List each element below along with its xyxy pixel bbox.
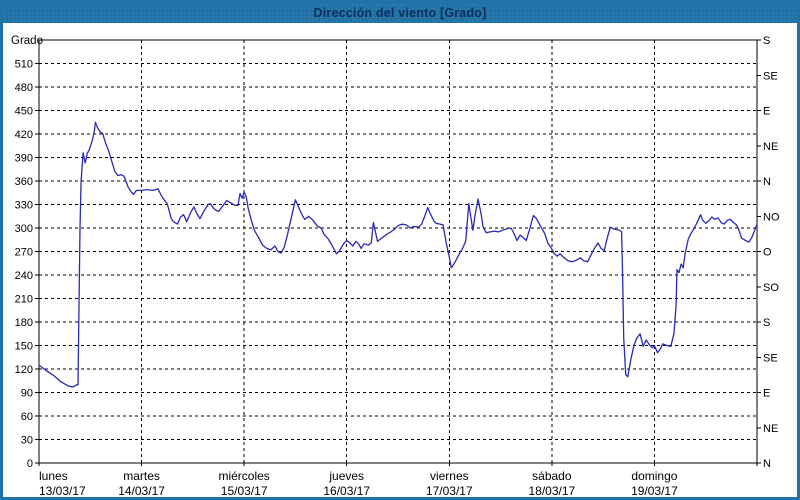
day-date-label: 14/03/17 [118, 484, 165, 497]
chart-title-bar: Dirección del viento [Grado] [3, 3, 797, 23]
y-tick-label-left: 30 [21, 435, 33, 447]
y-tick-label-right: NO [763, 211, 780, 223]
day-name-label: domingo [631, 469, 677, 483]
day-name-label: martes [123, 469, 160, 483]
day-name-label: jueves [328, 469, 364, 483]
y-tick-label-left: 150 [15, 341, 33, 353]
y-axis-unit-label: Grado [11, 35, 43, 47]
y-tick-label-left: 420 [15, 129, 33, 141]
chart-area: Grado 0 30 60 90 120 150 180 210 240 270 300 330 360… [3, 23, 797, 497]
day-date-label: 18/03/17 [528, 484, 575, 497]
day-name-label: miércoles [218, 469, 269, 483]
day-date-label: 13/03/17 [39, 484, 86, 497]
y-tick-label-left: 270 [15, 247, 33, 259]
y-tick-label-left: 120 [15, 364, 33, 376]
wind-direction-chart: Grado 0 30 60 90 120 150 180 210 240 270 300 330 360… [11, 35, 780, 497]
y-tick-label-right: SO [763, 282, 779, 294]
y-tick-label-left: 180 [15, 317, 33, 329]
y-tick-label-left: 360 [15, 176, 33, 188]
y-tick-label-left: 90 [21, 388, 33, 400]
y-tick-label-right: NE [763, 423, 778, 435]
day-date-label: 15/03/17 [221, 484, 268, 497]
y-tick-label-right: S [763, 317, 770, 329]
y-tick-label-right: NE [763, 141, 778, 153]
y-tick-label-left: 0 [27, 458, 33, 470]
y-tick-label-left: 480 [15, 82, 33, 94]
day-name-label: sábado [532, 469, 572, 483]
y-tick-label-left: 240 [15, 270, 33, 282]
day-name-label: viernes [430, 469, 469, 483]
wind-direction-line [38, 121, 758, 388]
y-tick-label-right: S [763, 35, 770, 47]
day-name-label: lunes [39, 469, 68, 483]
y-tick-label-right: E [763, 106, 770, 118]
y-tick-label-right: SE [763, 352, 778, 364]
day-date-label: 17/03/17 [426, 484, 473, 497]
y-tick-label-left: 390 [15, 153, 33, 165]
chart-title: Dirección del viento [Grado] [313, 6, 487, 20]
y-tick-label-left: 300 [15, 223, 33, 235]
y-tick-label-right: E [763, 388, 770, 400]
y-tick-label-left: 210 [15, 294, 33, 306]
y-tick-label-right: SE [763, 70, 778, 82]
y-tick-label-left: 330 [15, 200, 33, 212]
y-tick-label-left: 510 [15, 59, 33, 71]
y-tick-label-left: 450 [15, 106, 33, 118]
y-tick-label-right: N [763, 176, 771, 188]
y-tick-label-right: O [763, 247, 772, 259]
y-tick-label-right: N [763, 458, 771, 470]
day-date-label: 16/03/17 [323, 484, 370, 497]
y-tick-label-left: 60 [21, 411, 33, 423]
day-date-label: 19/03/17 [631, 484, 678, 497]
plot-frame [38, 39, 758, 464]
